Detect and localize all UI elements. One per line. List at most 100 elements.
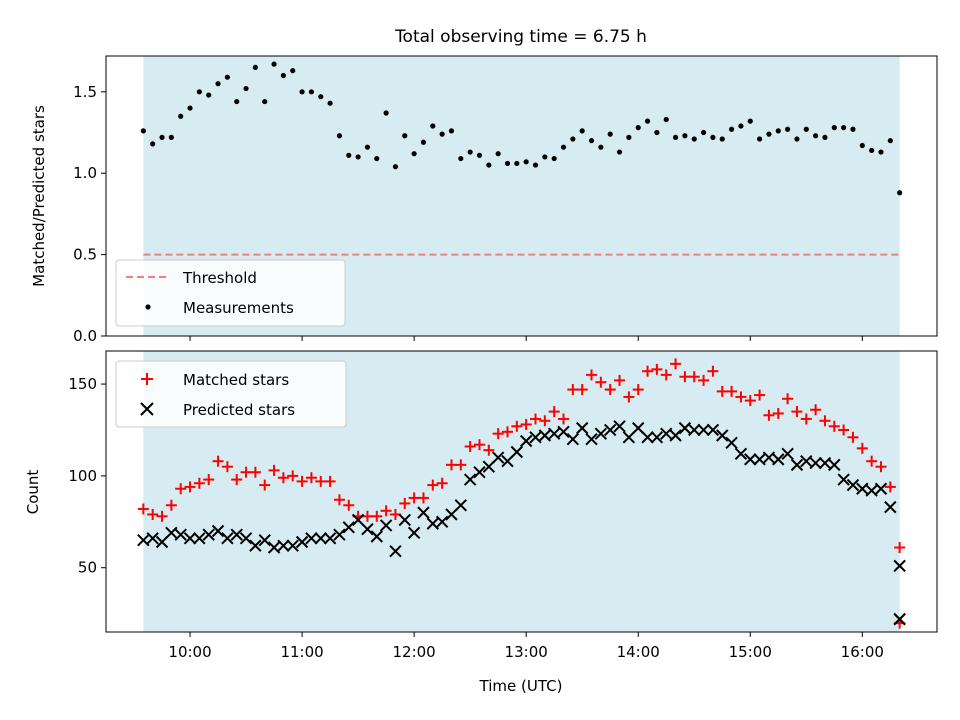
predicted-point [538,429,552,442]
matched-point [856,442,868,454]
matched-point [866,455,878,467]
matched-point [679,371,691,383]
predicted-point [529,431,542,444]
matched-point [473,439,485,451]
measurement-point [196,89,202,95]
measurement-point [448,128,455,134]
measurement-point [710,134,716,140]
chart-title: Total observing time = 6.75 h [394,27,647,47]
matched-point [296,475,308,487]
matched-point [763,409,775,421]
predicted-point [165,526,178,540]
measurement-point [178,113,184,119]
y-tick-label: 100 [68,467,97,485]
measurement-point [374,155,380,162]
matched-point [184,481,196,493]
measurement-point [159,134,165,140]
matched-point [884,481,896,493]
matched-point [371,510,383,522]
measurement-point [336,133,343,139]
matched-point [707,365,719,377]
measurement-point [841,125,847,131]
measurement-point [168,134,174,140]
measurement-point [420,139,427,145]
matched-point [520,418,532,430]
predicted-point [137,533,150,547]
measurement-point [523,159,529,165]
predicted-point [744,453,757,466]
matched-point [408,492,420,504]
x-axis-label: Time (UTC) [479,677,563,695]
predicted-point [342,521,355,534]
measurement-point [859,142,865,149]
matched-point [623,391,635,403]
x-tick-label: 11:00 [280,643,323,661]
matched-point [156,510,168,522]
top-marks [140,61,903,256]
measurement-point [206,92,212,98]
y-tick-label: 0.0 [73,327,97,345]
measurement-point [383,110,389,116]
predicted-point [286,539,299,552]
matched-point [436,477,448,489]
matched-point [800,413,812,425]
measurement-point [532,162,539,168]
predicted-point [632,421,645,435]
matched-point [558,413,570,425]
predicted-point [193,532,206,545]
bottom-marks [137,358,906,629]
predicted-point [641,431,654,444]
predicted-point [650,431,664,444]
matched-point [586,369,598,381]
measurement-point [579,128,585,134]
matched-point [847,431,859,443]
matched-point [268,464,280,476]
measurement-point [822,134,828,140]
matched-point [212,455,224,467]
predicted-point [230,528,243,541]
measurement-point [224,74,230,80]
matched-point [716,385,728,397]
matched-point [399,497,411,509]
predicted-point [697,423,710,437]
matched-point [221,461,233,473]
matched-point [464,441,476,453]
predicted-point [781,447,794,461]
predicted-point [305,532,318,545]
predicted-point [790,458,804,472]
matched-point [810,404,822,416]
matched-point [343,499,355,511]
measurement-point [869,147,875,154]
measurement-point [308,89,315,95]
measurement-point [150,141,156,147]
x-tick-label: 10:00 [168,643,211,661]
matched-point [688,371,700,383]
predicted-point [547,427,561,440]
predicted-point [239,532,253,545]
y-tick-label: 150 [68,375,97,393]
measurement-point [140,128,146,134]
measurement-point [514,160,520,167]
measurement-point [495,151,501,157]
predicted-point [818,456,832,470]
x-tick-label: 13:00 [505,643,548,661]
matched-point [175,483,187,495]
matched-legend-swatch [141,373,153,385]
measurement-point [570,136,576,142]
measurement-point [402,133,408,139]
measurement-point [467,149,473,155]
matched-point [754,389,766,401]
matched-point [193,477,205,489]
measurement-point [738,123,744,129]
matched-point [614,374,626,386]
predicted-point [837,473,850,486]
matched-point [445,459,457,471]
bottom-x-ticks: 10:00 11:00 12:00 13:00 14:00 15:00 16:00 [168,632,884,661]
matched-point [417,492,429,504]
measurement-point [476,152,483,158]
predicted-point [267,541,281,554]
predicted-point [734,447,748,461]
measurement-point [850,126,856,132]
measurement-point [280,72,287,79]
measurement-point [327,100,333,106]
